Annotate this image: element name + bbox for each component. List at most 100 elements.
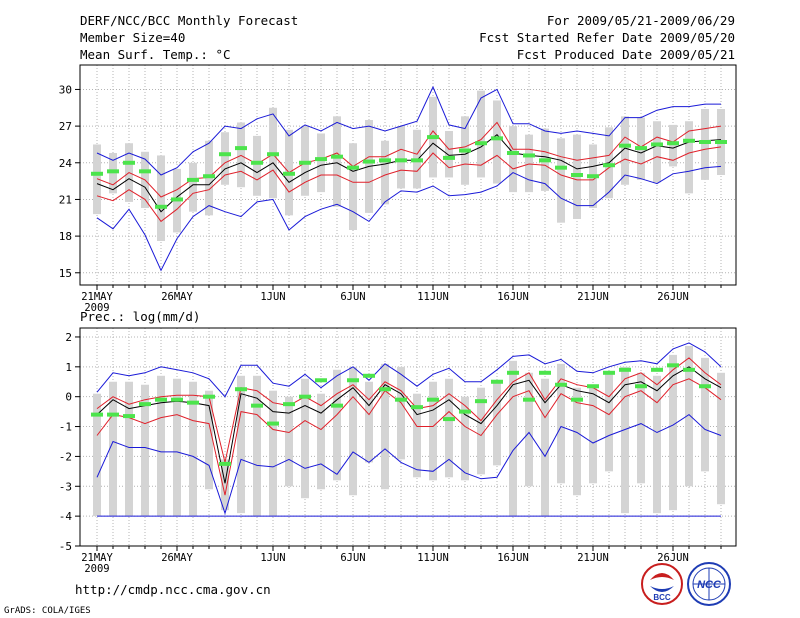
observed-marker [699, 140, 711, 144]
observed-marker [379, 387, 391, 392]
forecast-produced-date: Fcst Produced Date 2009/05/21 [516, 47, 735, 62]
series-line-lower-percentile [96, 378, 722, 496]
observed-marker [187, 177, 199, 182]
spread-box [109, 381, 117, 517]
spread-box [493, 381, 501, 466]
ncc-logo: NCC [687, 562, 731, 606]
series-line-ensemble-max [96, 342, 722, 398]
observed-marker [267, 152, 279, 157]
member-size-label: Member Size=40 [80, 30, 186, 45]
x-tick-label: 6JUN [340, 552, 365, 564]
observed-marker [107, 169, 119, 174]
forecast-period: For 2009/05/21-2009/06/29 [546, 13, 735, 28]
observed-marker [235, 146, 247, 151]
y-tick-label: 0 [65, 391, 72, 404]
spread-box [125, 381, 133, 517]
x-tick-label: 26MAY [161, 291, 193, 303]
y-tick-label: 15 [59, 267, 72, 280]
grads-credit: GrADS: COLA/IGES [4, 606, 91, 616]
temperature-panel: 15 18 21 24 27 30 21MAY 26MAY 1JUN 6JUN 11JUN 16JUN… [59, 64, 737, 314]
observed-marker [283, 171, 295, 176]
series-line-ensemble-min [96, 85, 721, 176]
observed-marker [123, 160, 135, 165]
spread-box [349, 143, 357, 230]
observed-marker [507, 370, 519, 375]
spread-box [701, 357, 709, 472]
precip-variable-label: Prec.: log(mm/d) [80, 309, 201, 324]
x-tick-label: 1JUN [260, 291, 285, 303]
x-tick-label: 26JUN [657, 291, 689, 303]
spread-box [189, 381, 197, 517]
observed-marker [667, 141, 679, 146]
observed-marker [395, 158, 407, 163]
spread-box [237, 122, 245, 188]
spread-box [333, 369, 341, 481]
y-tick-label: -4 [59, 510, 73, 523]
observed-marker [555, 382, 567, 387]
observed-marker [219, 152, 231, 157]
series-line-ensemble-mean [96, 366, 722, 484]
observed-marker [91, 171, 103, 176]
observed-marker [331, 154, 343, 159]
observed-marker [203, 394, 215, 399]
observed-marker [203, 174, 215, 179]
spread-box [365, 381, 373, 463]
x-tick-label: 21MAY [81, 291, 113, 303]
y-tick-label: -3 [59, 480, 72, 493]
year-label: 2009 [84, 563, 109, 575]
observed-marker [395, 397, 407, 402]
spread-box [557, 363, 565, 484]
observed-marker [299, 160, 311, 165]
spread-box [541, 378, 549, 517]
observed-marker [139, 402, 151, 407]
x-tick-label: 16JUN [497, 552, 529, 564]
y-tick-label: -5 [59, 540, 72, 553]
observed-marker [363, 159, 375, 164]
observed-marker [219, 461, 231, 466]
spread-box [349, 366, 357, 496]
observed-marker [91, 412, 103, 417]
observed-marker [571, 397, 583, 402]
spread-box [477, 387, 485, 475]
observed-marker [155, 204, 167, 209]
spread-box [621, 116, 629, 185]
spread-box [477, 90, 485, 178]
y-tick-label: 18 [59, 230, 72, 243]
spread-box [493, 100, 501, 184]
observed-marker [603, 163, 615, 168]
spread-box [685, 345, 693, 487]
spread-box [557, 138, 565, 223]
source-url[interactable]: http://cmdp.ncc.cma.gov.cn [75, 582, 271, 597]
spread-box [685, 121, 693, 194]
spread-box [381, 140, 389, 205]
observed-marker [315, 378, 327, 383]
x-tick-label: 21JUN [577, 291, 609, 303]
spread-box [653, 375, 661, 514]
observed-marker [251, 403, 263, 408]
x-tick-label: 16JUN [497, 291, 529, 303]
spread-box [509, 126, 517, 193]
observed-marker [443, 417, 455, 422]
y-tick-label: 2 [65, 331, 72, 344]
observed-marker [443, 155, 455, 160]
x-tick-label: 6JUN [340, 291, 365, 303]
spread-box [221, 132, 229, 185]
observed-marker [523, 397, 535, 402]
observed-marker [555, 165, 567, 170]
observed-marker [715, 140, 727, 144]
series-line-lower-percentile [96, 121, 722, 198]
spread-box [141, 384, 149, 517]
series-line-ensemble-mean [96, 134, 722, 213]
x-tick-label: 11JUN [417, 291, 449, 303]
observed-marker [411, 405, 423, 410]
observed-marker [427, 397, 439, 402]
spread-box [221, 459, 229, 511]
observed-marker [635, 146, 647, 151]
spread-box [445, 378, 453, 478]
spread-box [621, 366, 629, 514]
spread-box [205, 390, 213, 490]
spread-box [237, 375, 245, 514]
spread-box [717, 372, 725, 505]
x-tick-label: 21MAY [81, 552, 113, 564]
observed-marker [155, 397, 167, 402]
